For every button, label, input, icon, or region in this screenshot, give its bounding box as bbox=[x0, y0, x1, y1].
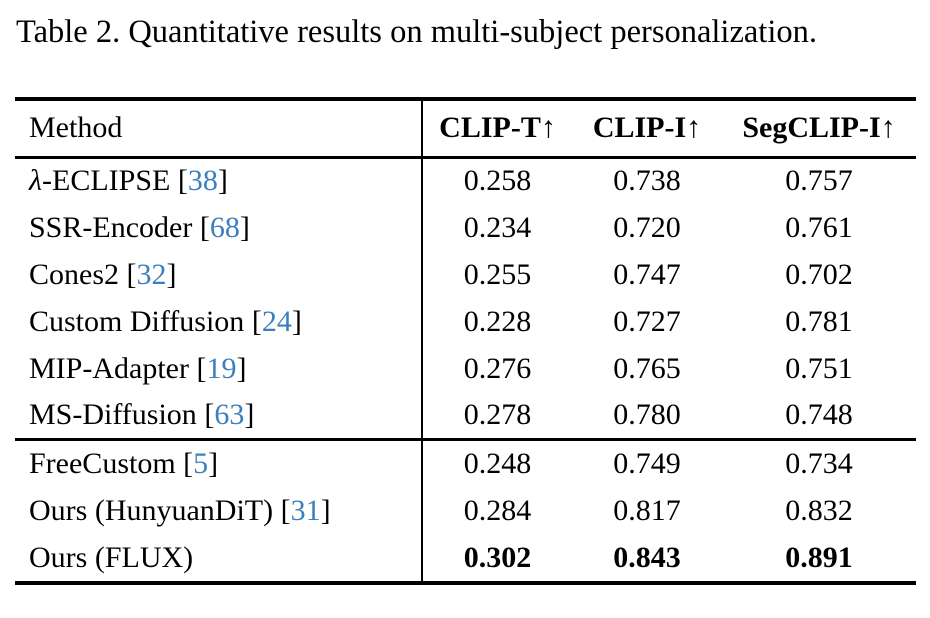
header-row: Method CLIP-T↑ CLIP-I↑ SegCLIP-I↑ bbox=[15, 99, 916, 157]
metric-value-clip-i: 0.747 bbox=[613, 257, 681, 291]
method-cell: Custom Diffusion [24] bbox=[15, 298, 423, 345]
citation-bracket: [ bbox=[175, 446, 194, 480]
table-row: Cones2 [32] 0.255 0.747 0.702 bbox=[15, 251, 916, 298]
method-cell: λ-ECLIPSE [38] bbox=[15, 157, 423, 204]
table-row: λ-ECLIPSE [38] 0.258 0.738 0.757 bbox=[15, 157, 916, 204]
method-name: FreeCustom bbox=[29, 446, 176, 480]
method-cell: MS-Diffusion [63] bbox=[15, 392, 423, 441]
method-name: Ours (FLUX) bbox=[29, 541, 194, 574]
table-row: Ours (FLUX) 0.302 0.843 0.891 bbox=[15, 535, 916, 583]
metric-value-clip-i: 0.720 bbox=[613, 210, 681, 244]
method-cell: Ours (FLUX) bbox=[15, 535, 423, 583]
metric-value-segclip-i: 0.832 bbox=[785, 494, 853, 527]
metric-value-segclip-i: 0.891 bbox=[785, 541, 853, 574]
metric-value-clip-t: 0.228 bbox=[463, 304, 532, 338]
citation-bracket: ] bbox=[320, 494, 331, 527]
column-header-method: Method bbox=[15, 99, 423, 157]
citation-bracket: ] bbox=[166, 257, 177, 291]
citation-bracket: [ bbox=[244, 304, 262, 338]
method-name: Custom Diffusion bbox=[29, 304, 245, 338]
metric-value-clip-i: 0.765 bbox=[613, 351, 681, 385]
citation-link[interactable]: 63 bbox=[214, 397, 245, 431]
table-row: FreeCustom [5] 0.248 0.749 0.734 bbox=[15, 439, 916, 487]
method-name: SSR-Encoder bbox=[29, 210, 193, 244]
citation-bracket: ] bbox=[208, 446, 219, 480]
metric-value-clip-t: 0.255 bbox=[463, 257, 532, 291]
metric-value-segclip-i: 0.757 bbox=[785, 164, 853, 198]
citation-link[interactable]: 31 bbox=[290, 494, 321, 527]
citation-bracket: [ bbox=[119, 257, 137, 291]
metric-value-clip-i: 0.780 bbox=[572, 392, 722, 441]
method-name: MIP-Adapter bbox=[29, 351, 189, 385]
citation-link[interactable]: 19 bbox=[206, 351, 237, 385]
table-row: MIP-Adapter [19] 0.276 0.765 0.751 bbox=[15, 345, 916, 392]
citation-bracket: [ bbox=[188, 351, 207, 385]
method-cell: Ours (HunyuanDiT) [31] bbox=[15, 487, 423, 535]
column-header-clip-t: CLIP-T↑ bbox=[439, 111, 556, 145]
citation-bracket: ] bbox=[217, 164, 228, 198]
citation-link[interactable]: 32 bbox=[136, 257, 167, 291]
metric-value-segclip-i: 0.734 bbox=[785, 446, 853, 480]
citation-link[interactable]: 5 bbox=[193, 446, 209, 480]
method-cell: SSR-Encoder [68] bbox=[15, 204, 423, 251]
citation-bracket: ] bbox=[244, 397, 255, 431]
metric-value-clip-t: 0.278 bbox=[422, 392, 572, 441]
metric-value-clip-i: 0.817 bbox=[613, 494, 681, 527]
citation-bracket: [ bbox=[170, 164, 188, 198]
table-row: MS-Diffusion [63] 0.278 0.780 0.748 bbox=[15, 392, 916, 441]
table-row: Custom Diffusion [24] 0.228 0.727 0.781 bbox=[15, 298, 916, 345]
column-header-segclip-i: SegCLIP-I↑ bbox=[742, 111, 896, 145]
citation-link[interactable]: 24 bbox=[261, 304, 292, 338]
metric-value-clip-i: 0.727 bbox=[613, 304, 681, 338]
metric-value-clip-i: 0.843 bbox=[613, 541, 681, 574]
metric-value-segclip-i: 0.781 bbox=[785, 304, 853, 338]
metric-value-clip-t: 0.258 bbox=[463, 164, 532, 198]
metric-value-clip-t: 0.248 bbox=[463, 446, 532, 480]
metric-value-segclip-i: 0.761 bbox=[785, 210, 853, 244]
table-caption: Table 2. Quantitative results on multi-s… bbox=[16, 14, 817, 50]
citation-bracket: ] bbox=[236, 351, 247, 385]
method-cell: Cones2 [32] bbox=[15, 251, 423, 298]
table-row: SSR-Encoder [68] 0.234 0.720 0.761 bbox=[15, 204, 916, 251]
metric-value-clip-i: 0.749 bbox=[613, 446, 681, 480]
method-name: -ECLIPSE bbox=[42, 164, 171, 198]
table-row: Ours (HunyuanDiT) [31] 0.284 0.817 0.832 bbox=[15, 487, 916, 535]
column-header-clip-i: CLIP-I↑ bbox=[592, 111, 702, 145]
method-cell: MIP-Adapter [19] bbox=[15, 345, 423, 392]
method-name: MS-Diffusion bbox=[29, 397, 197, 431]
metric-value-clip-t: 0.276 bbox=[463, 351, 532, 385]
metric-value-segclip-i: 0.748 bbox=[722, 392, 916, 441]
metric-value-segclip-i: 0.702 bbox=[785, 257, 853, 291]
citation-bracket: [ bbox=[273, 494, 291, 527]
metric-value-clip-t: 0.284 bbox=[463, 494, 532, 527]
method-name: Cones2 bbox=[29, 257, 119, 291]
citation-bracket: ] bbox=[291, 304, 302, 338]
citation-bracket: [ bbox=[196, 397, 215, 431]
metric-value-clip-i: 0.738 bbox=[613, 164, 681, 198]
citation-link[interactable]: 68 bbox=[209, 210, 240, 244]
citation-link[interactable]: 38 bbox=[187, 164, 218, 198]
results-table: Method CLIP-T↑ CLIP-I↑ SegCLIP-I↑ λ-ECLI… bbox=[15, 97, 916, 585]
method-cell: FreeCustom [5] bbox=[15, 439, 423, 487]
metric-value-clip-t: 0.234 bbox=[463, 210, 532, 244]
metric-value-clip-t: 0.302 bbox=[463, 541, 532, 574]
citation-bracket: [ bbox=[192, 210, 210, 244]
method-name: Ours (HunyuanDiT) bbox=[29, 494, 274, 527]
citation-bracket: ] bbox=[239, 210, 250, 244]
method-name-italic: λ bbox=[29, 164, 42, 198]
metric-value-segclip-i: 0.751 bbox=[785, 351, 853, 385]
